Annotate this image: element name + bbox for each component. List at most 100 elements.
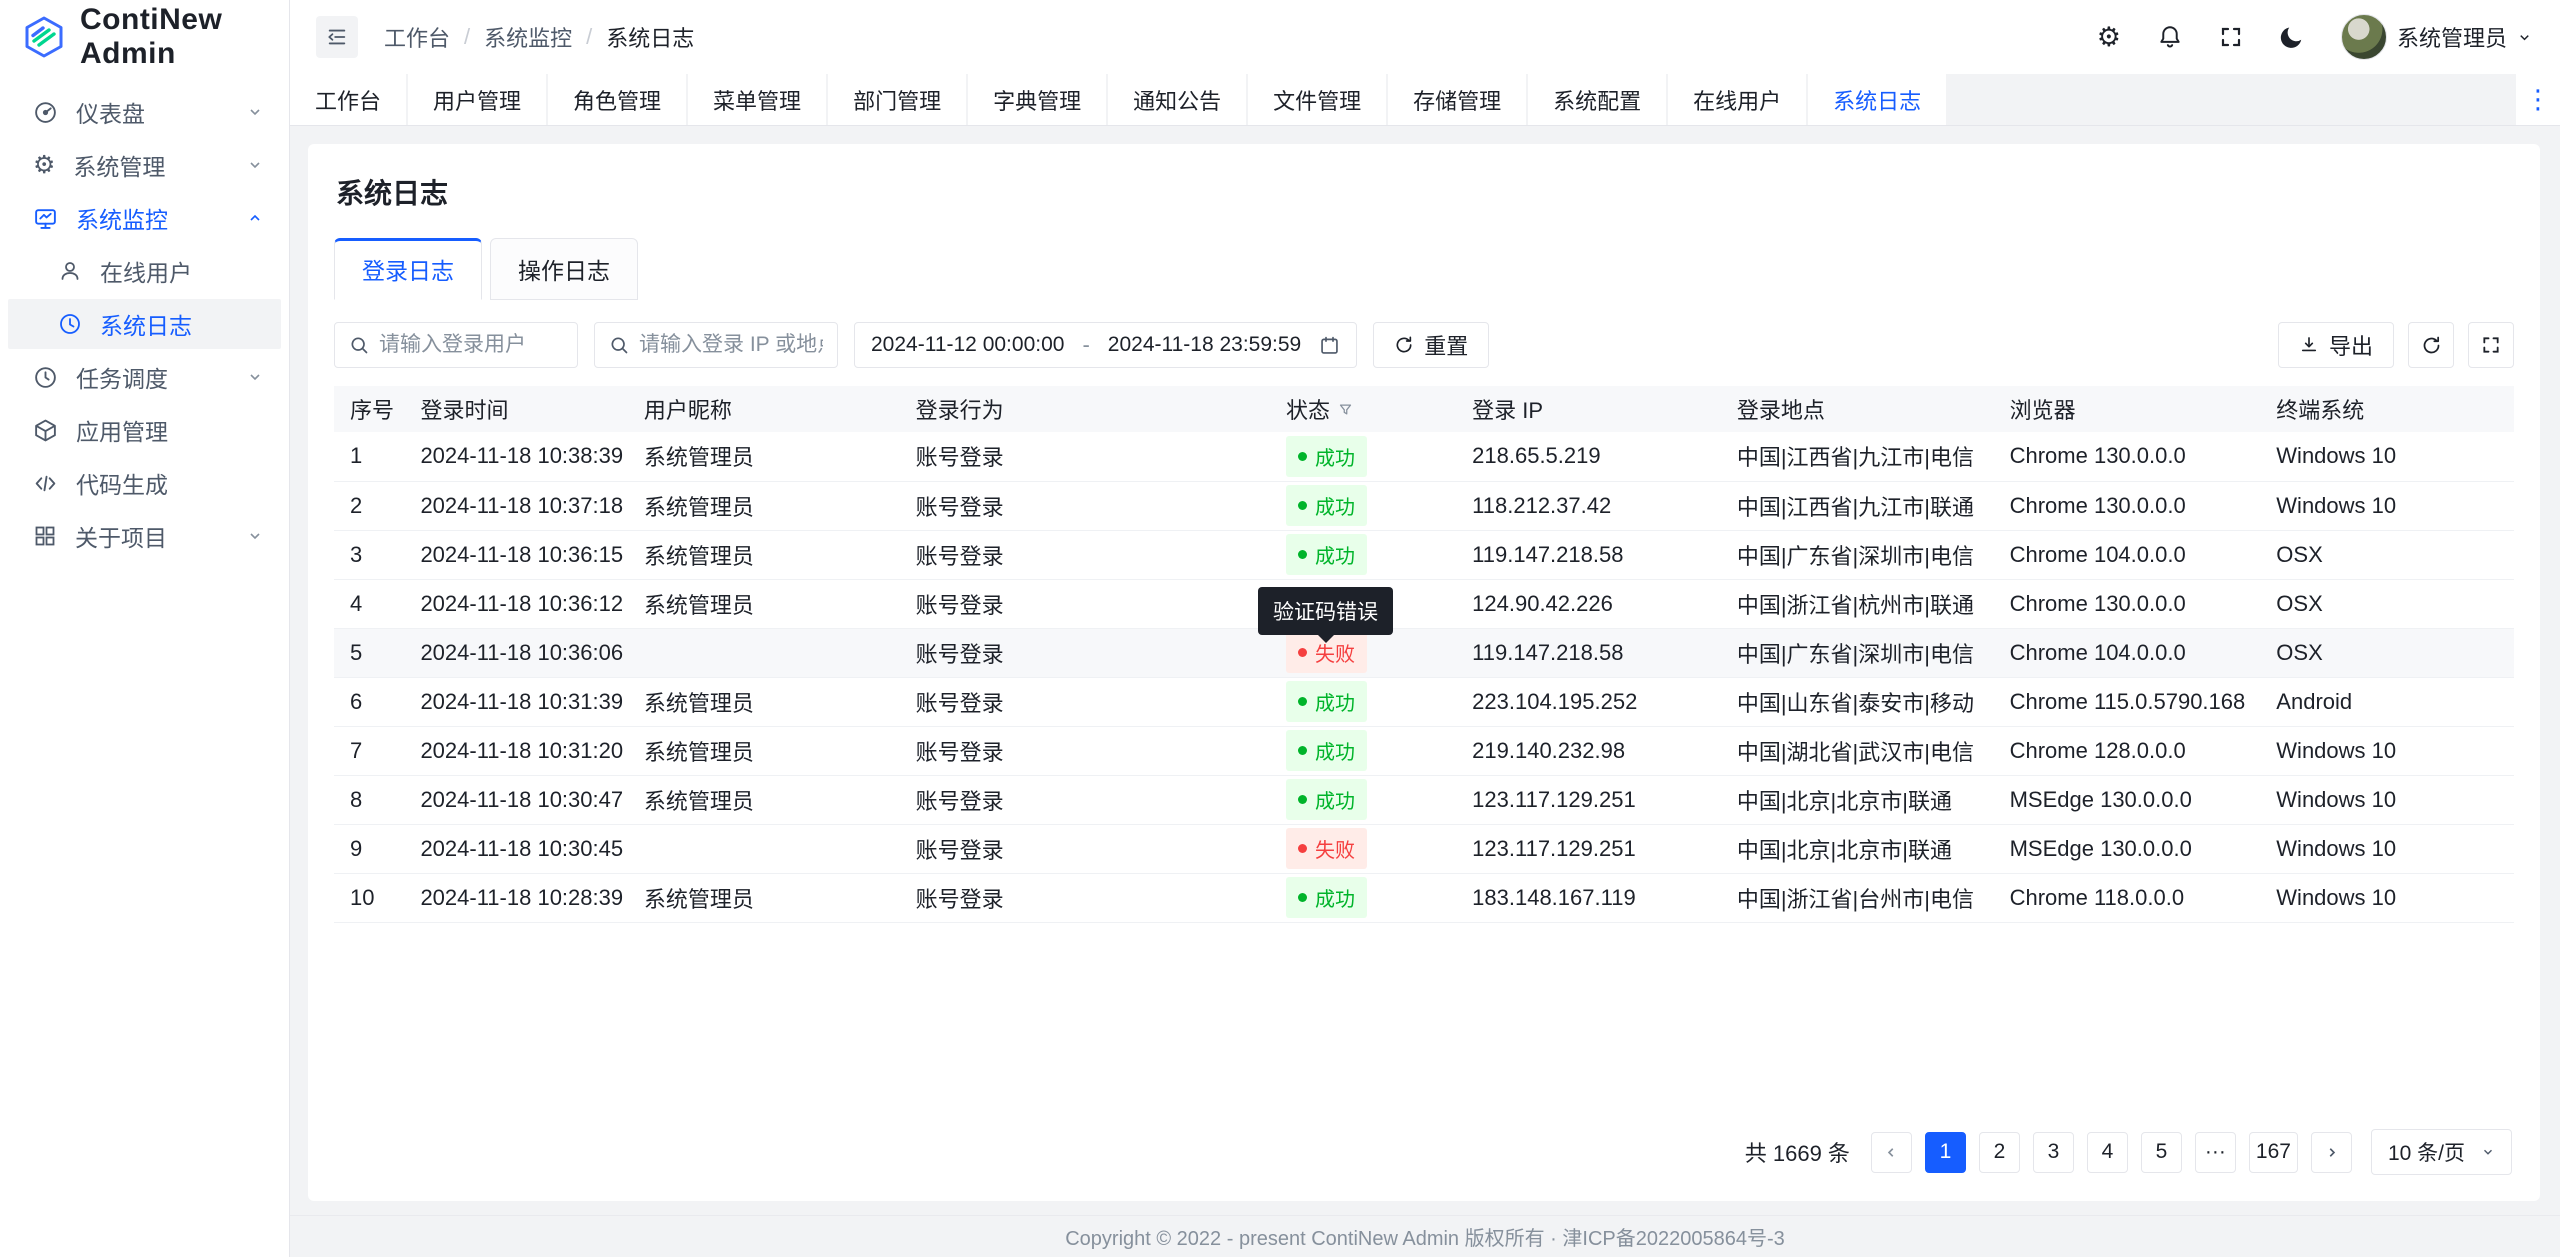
export-button[interactable]: 导出 xyxy=(2277,322,2394,368)
table-row[interactable]: 5 2024-11-18 10:36:06 账号登录 失败 119.147.218.… xyxy=(334,628,2514,678)
logo: ContiNew Admin xyxy=(0,0,289,74)
cell-nickname: 系统管理员 xyxy=(627,481,900,531)
pagination-prev-button[interactable] xyxy=(1870,1131,1912,1173)
nav-tab-workbench[interactable]: 工作台 xyxy=(290,74,407,125)
cell-no: 9 xyxy=(334,824,405,874)
cell-os: Android xyxy=(2260,677,2514,727)
cell-nickname: 系统管理员 xyxy=(627,873,900,923)
date-separator: - xyxy=(1082,332,1090,357)
more-vertical-icon: ⋮ xyxy=(2525,84,2551,114)
search-input[interactable] xyxy=(639,333,823,357)
pagination-page-5[interactable]: 5 xyxy=(2140,1131,2182,1173)
pagination-ellipsis[interactable]: ··· xyxy=(2194,1131,2236,1173)
cell-browser: Chrome 128.0.0.0 xyxy=(1993,726,2261,776)
table-row[interactable]: 1 2024-11-18 10:38:39 系统管理员 账号登录 成功 218.65.… xyxy=(334,432,2514,482)
sidebar-item-label: 系统管理 xyxy=(73,154,166,180)
sidebar-item-system-management[interactable]: ⚙ 系统管理 xyxy=(8,140,281,190)
footer: Copyright © 2022 - present ContiNew Admi… xyxy=(290,1215,2560,1257)
table-row[interactable]: 2 2024-11-18 10:37:18 系统管理员 账号登录 成功 118.212… xyxy=(334,481,2514,531)
table-row[interactable]: 3 2024-11-18 10:36:15 系统管理员 账号登录 成功 119.147… xyxy=(334,530,2514,580)
filter-funnel-icon[interactable] xyxy=(1338,402,1353,417)
cell-os: Windows 10 xyxy=(2260,481,2514,531)
pagination-next-button[interactable] xyxy=(2310,1131,2352,1173)
notification-bell-icon[interactable] xyxy=(2157,24,2183,50)
nav-tab-system-config[interactable]: 系统配置 xyxy=(1528,74,1667,125)
nav-tab-file-management[interactable]: 文件管理 xyxy=(1248,74,1387,125)
table-row[interactable]: 10 2024-11-18 10:28:39 系统管理员 账号登录 成功 183.14… xyxy=(334,873,2514,923)
cell-nickname: 系统管理员 xyxy=(627,530,900,580)
sidebar-item-app-management[interactable]: 应用管理 xyxy=(8,405,281,455)
page-size-value: 10 条/页 xyxy=(2387,1142,2465,1165)
cell-nickname xyxy=(627,628,900,678)
table-row[interactable]: 7 2024-11-18 10:31:20 系统管理员 账号登录 成功 219.140… xyxy=(334,726,2514,776)
cell-status: 失败 xyxy=(1269,824,1457,874)
table-row[interactable]: 8 2024-11-18 10:30:47 系统管理员 账号登录 成功 123.117… xyxy=(334,775,2514,825)
grid-icon xyxy=(33,524,57,548)
chevron-down-icon xyxy=(247,104,263,120)
nav-tab-role-management[interactable]: 角色管理 xyxy=(548,74,687,125)
tab-operation-log[interactable]: 操作日志 xyxy=(490,238,638,300)
sidebar-item-code-generation[interactable]: 代码生成 xyxy=(8,458,281,508)
sidebar: ContiNew Admin 仪表盘 ⚙ 系统管理 系统监控 xyxy=(0,0,290,1257)
login-user-search[interactable] xyxy=(334,322,578,368)
date-range-picker[interactable]: 2024-11-12 00:00:00 - 2024-11-18 23:59:5… xyxy=(854,322,1358,368)
tab-login-log[interactable]: 登录日志 xyxy=(334,238,482,300)
reset-button[interactable]: 重置 xyxy=(1373,322,1490,368)
cell-os: OSX xyxy=(2260,628,2514,678)
sidebar-item-system-monitor[interactable]: 系统监控 xyxy=(8,193,281,243)
date-end[interactable]: 2024-11-18 23:59:59 xyxy=(1107,333,1302,356)
nav-tab-notice[interactable]: 通知公告 xyxy=(1108,74,1247,125)
cell-no: 8 xyxy=(334,775,405,825)
nav-tab-online-users[interactable]: 在线用户 xyxy=(1668,74,1807,125)
status-badge: 成功 xyxy=(1285,534,1367,575)
status-badge: 成功 xyxy=(1285,730,1367,771)
cell-time: 2024-11-18 10:31:39 xyxy=(404,677,628,727)
nav-tab-storage-management[interactable]: 存储管理 xyxy=(1388,74,1527,125)
login-ip-search[interactable] xyxy=(594,322,838,368)
sidebar-item-about-project[interactable]: 关于项目 xyxy=(8,511,281,561)
breadcrumb-item[interactable]: 系统监控 xyxy=(484,26,573,51)
col-header-browser: 浏览器 xyxy=(1993,386,2261,432)
sidebar-item-online-users[interactable]: 在线用户 xyxy=(8,246,281,296)
refresh-table-button[interactable] xyxy=(2408,322,2454,368)
fullscreen-table-button[interactable] xyxy=(2468,322,2514,368)
settings-icon[interactable]: ⚙ xyxy=(2096,21,2121,52)
page-size-select[interactable]: 10 条/页 xyxy=(2370,1129,2512,1175)
user-name: 系统管理员 xyxy=(2396,26,2507,51)
cell-nickname: 系统管理员 xyxy=(627,726,900,776)
cell-behavior: 账号登录 xyxy=(899,579,1270,629)
col-header-behavior: 登录行为 xyxy=(899,386,1270,432)
date-start[interactable]: 2024-11-12 00:00:00 xyxy=(871,333,1065,356)
search-input[interactable] xyxy=(379,333,563,357)
breadcrumb-item[interactable]: 工作台 xyxy=(384,26,451,51)
pagination-page-1[interactable]: 1 xyxy=(1924,1131,1966,1173)
table-row[interactable]: 4 2024-11-18 10:36:12 系统管理员 账号登录 124.90.42.… xyxy=(334,579,2514,629)
dark-mode-moon-icon[interactable] xyxy=(2279,24,2305,50)
tab-more-button[interactable]: ⋮ xyxy=(2516,74,2560,125)
pagination-page-4[interactable]: 4 xyxy=(2086,1131,2128,1173)
col-header-time: 登录时间 xyxy=(404,386,628,432)
nav-tab-dict-management[interactable]: 字典管理 xyxy=(968,74,1107,125)
nav-tab-menu-management[interactable]: 菜单管理 xyxy=(688,74,827,125)
pagination-page-2[interactable]: 2 xyxy=(1978,1131,2020,1173)
nav-tab-dept-management[interactable]: 部门管理 xyxy=(828,74,967,125)
nav-tab-user-management[interactable]: 用户管理 xyxy=(408,74,547,125)
user-menu[interactable]: 系统管理员 xyxy=(2340,14,2532,60)
sidebar-item-label: 系统监控 xyxy=(76,207,168,233)
cell-behavior: 账号登录 xyxy=(899,432,1270,482)
cube-icon xyxy=(33,418,58,443)
pagination-page-167[interactable]: 167 xyxy=(2248,1131,2298,1173)
col-header-location: 登录地点 xyxy=(1720,386,1994,432)
nav-tab-system-log[interactable]: 系统日志 xyxy=(1808,74,1947,125)
cell-browser: Chrome 130.0.0.0 xyxy=(1993,432,2261,482)
sidebar-item-dashboard[interactable]: 仪表盘 xyxy=(8,87,281,137)
table-row[interactable]: 9 2024-11-18 10:30:45 账号登录 失败 123.117.129.… xyxy=(334,824,2514,874)
sidebar-item-task-schedule[interactable]: 任务调度 xyxy=(8,352,281,402)
collapse-sidebar-button[interactable] xyxy=(316,16,358,58)
pagination-page-3[interactable]: 3 xyxy=(2032,1131,2074,1173)
fullscreen-icon[interactable] xyxy=(2219,25,2243,49)
pagination: 共 1669 条 1 2 3 4 5 ··· 167 10 条/页 xyxy=(334,1115,2514,1183)
sidebar-item-system-log[interactable]: 系统日志 xyxy=(8,299,281,349)
table-row[interactable]: 6 2024-11-18 10:31:39 系统管理员 账号登录 成功 223.104… xyxy=(334,677,2514,727)
cell-ip: 118.212.37.42 xyxy=(1456,481,1721,531)
